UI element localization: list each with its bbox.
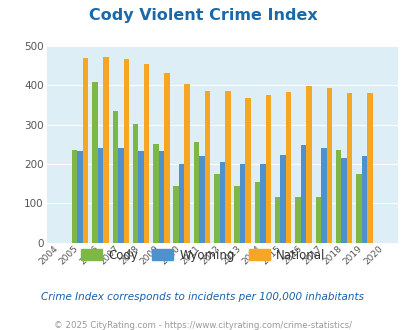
Bar	[346, 93, 352, 243]
Text: Cody Violent Crime Index: Cody Violent Crime Index	[88, 8, 317, 23]
Bar	[184, 83, 190, 243]
Bar	[245, 98, 250, 243]
Bar	[224, 90, 230, 243]
Bar	[355, 174, 361, 243]
Bar	[98, 148, 103, 243]
Bar	[132, 123, 138, 243]
Bar	[92, 82, 98, 243]
Bar	[173, 185, 179, 243]
Bar	[83, 58, 88, 243]
Bar	[300, 145, 305, 243]
Legend: Cody, Wyoming, National: Cody, Wyoming, National	[76, 244, 329, 266]
Bar	[305, 86, 311, 243]
Text: © 2025 CityRating.com - https://www.cityrating.com/crime-statistics/: © 2025 CityRating.com - https://www.city…	[54, 321, 351, 330]
Bar	[294, 197, 300, 243]
Bar	[254, 182, 260, 243]
Bar	[199, 156, 204, 243]
Bar	[315, 197, 320, 243]
Bar	[366, 93, 372, 243]
Bar	[285, 92, 291, 243]
Bar	[361, 156, 366, 243]
Bar	[118, 148, 123, 243]
Bar	[219, 162, 224, 243]
Bar	[123, 59, 129, 243]
Bar	[239, 164, 245, 243]
Bar	[204, 90, 210, 243]
Bar	[77, 151, 83, 243]
Bar	[164, 73, 169, 243]
Bar	[260, 164, 265, 243]
Bar	[341, 158, 346, 243]
Bar	[153, 145, 158, 243]
Bar	[335, 150, 341, 243]
Bar	[280, 155, 285, 243]
Bar	[138, 151, 143, 243]
Bar	[265, 94, 271, 243]
Bar	[72, 150, 77, 243]
Bar	[326, 88, 331, 243]
Text: Crime Index corresponds to incidents per 100,000 inhabitants: Crime Index corresponds to incidents per…	[41, 292, 364, 302]
Bar	[158, 151, 164, 243]
Bar	[179, 164, 184, 243]
Bar	[103, 57, 109, 243]
Bar	[274, 197, 280, 243]
Bar	[320, 148, 326, 243]
Bar	[193, 143, 199, 243]
Bar	[143, 64, 149, 243]
Bar	[213, 174, 219, 243]
Bar	[112, 111, 118, 243]
Bar	[234, 185, 239, 243]
